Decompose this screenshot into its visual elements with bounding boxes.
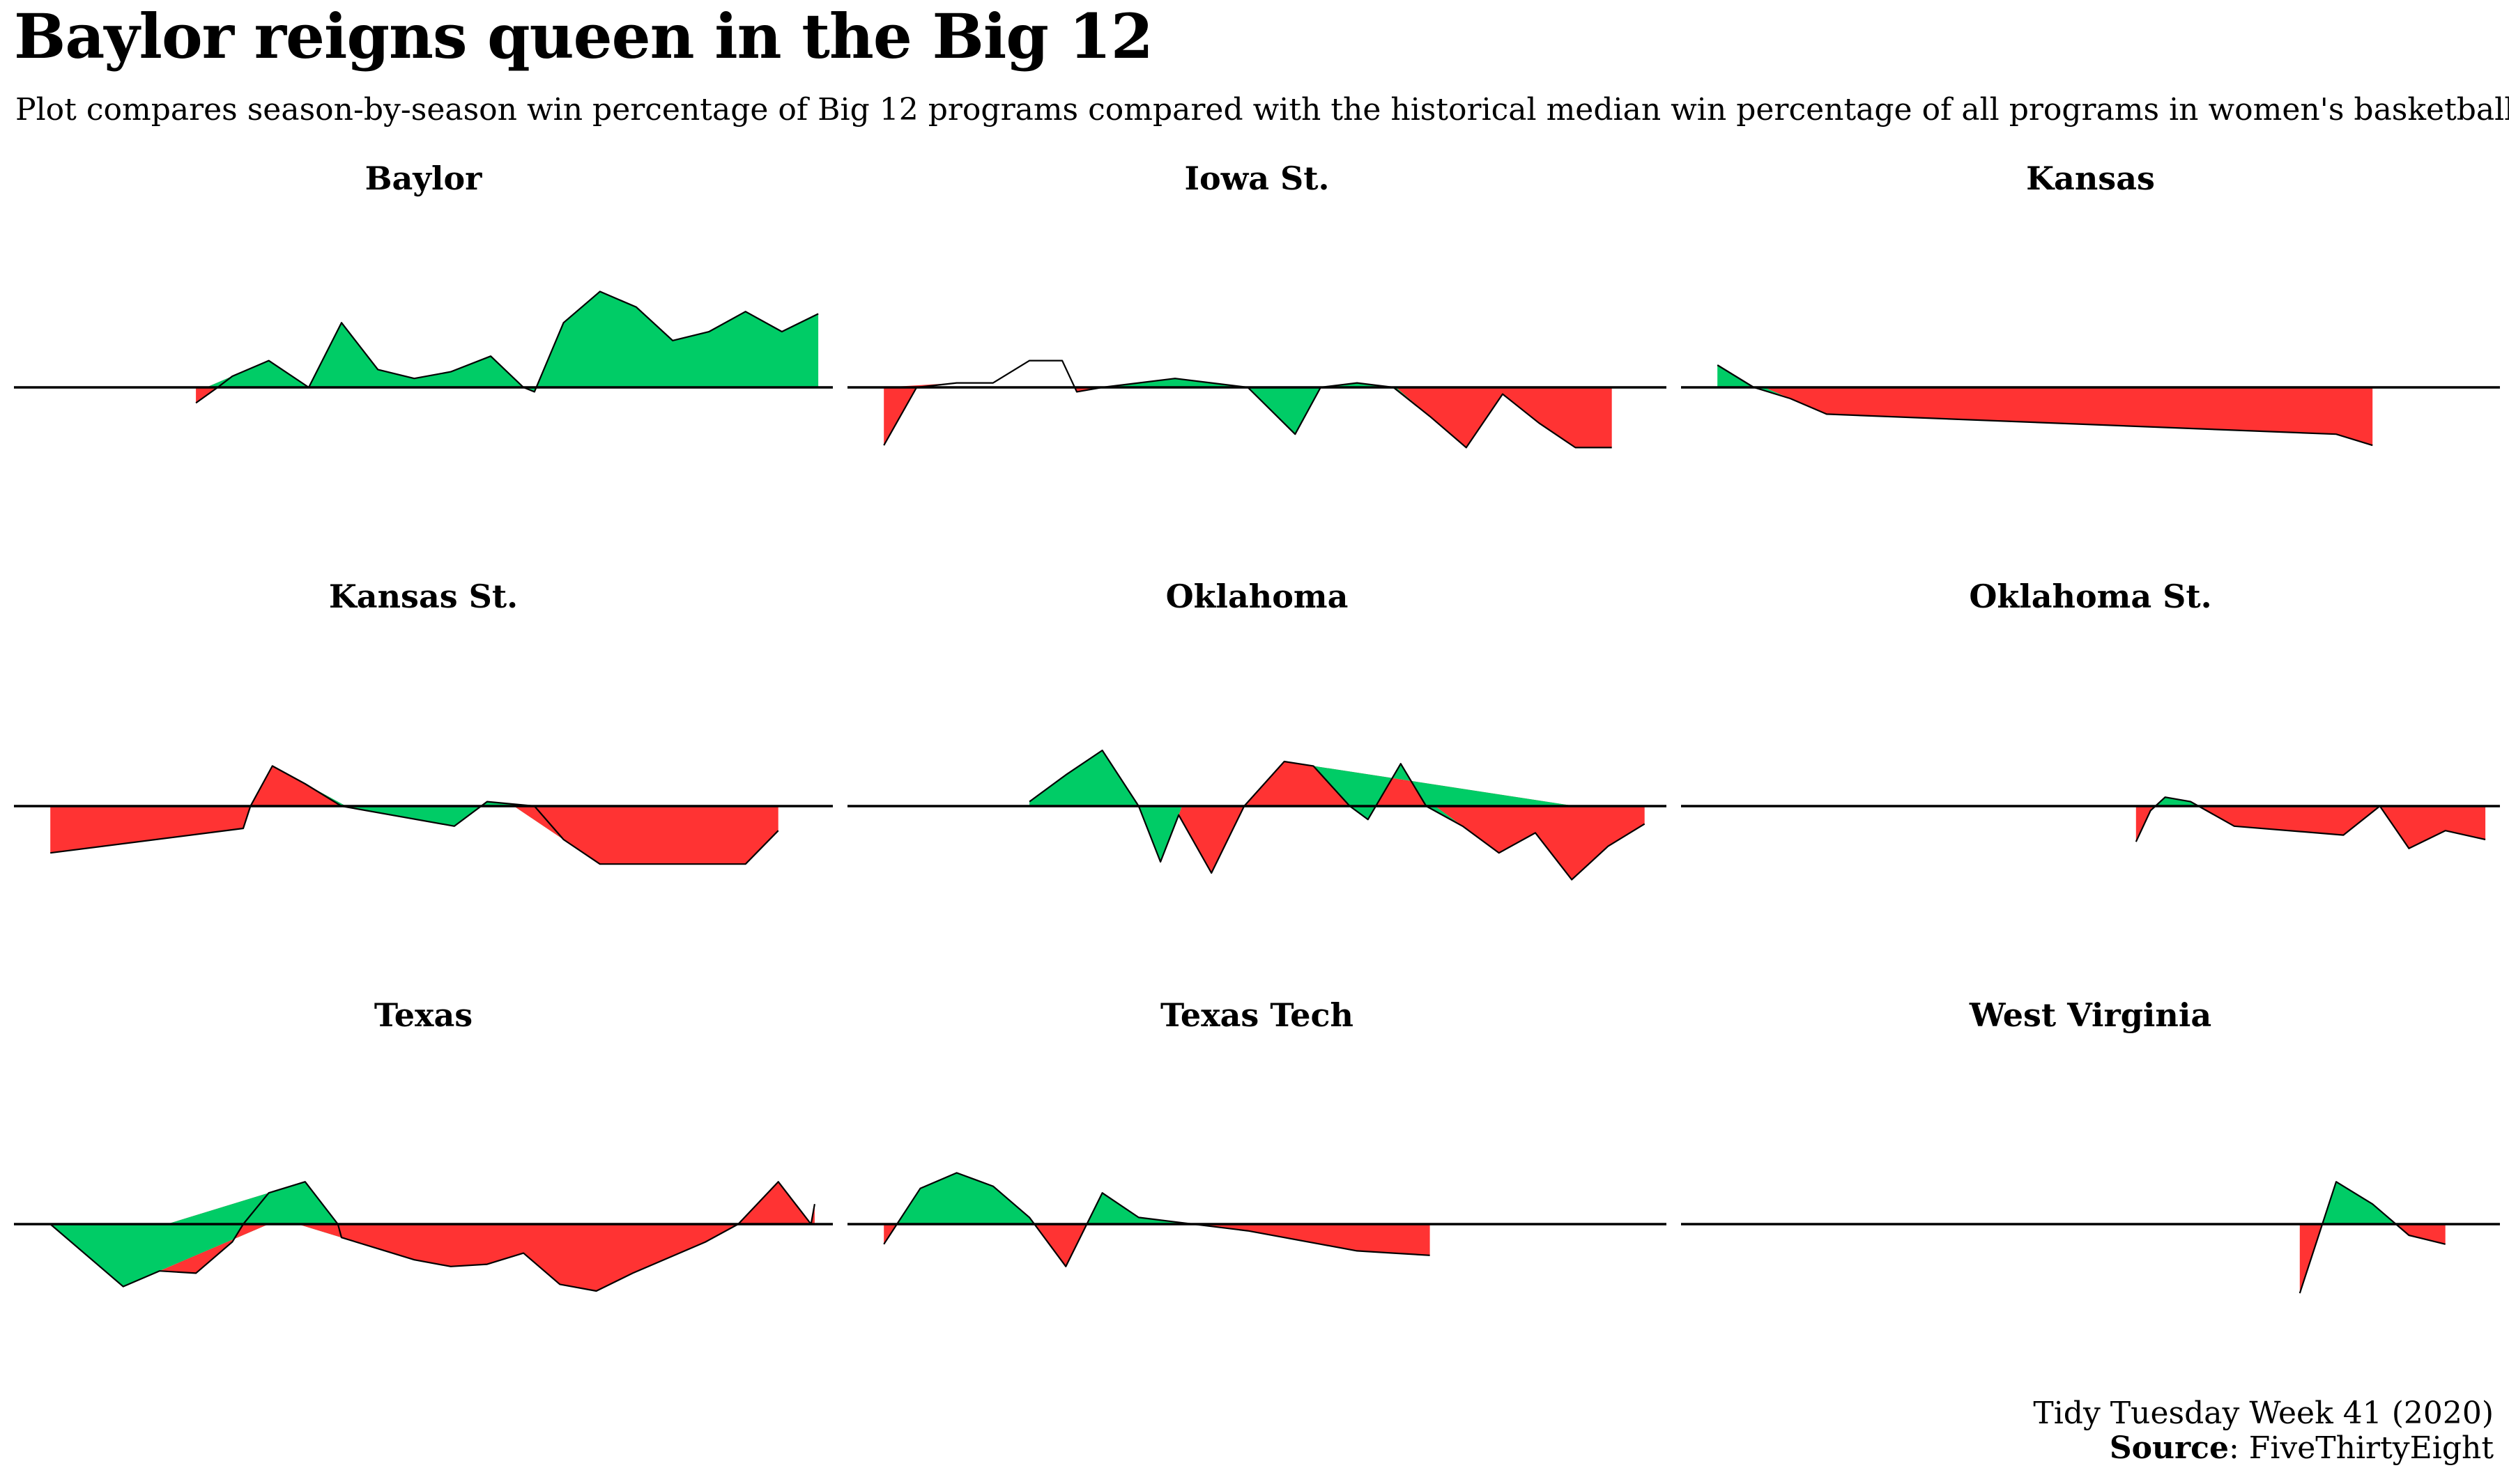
facet-kansas: Kansas [1681,160,2500,447]
area-above-median [1313,764,1576,826]
area-below-median [1179,762,1576,873]
area-below-median [514,806,778,865]
facet-title: West Virginia [1969,996,2211,1034]
area-below-median [1034,1224,1087,1267]
area-above-median [1087,1193,1194,1224]
area-below-median [50,766,346,853]
area-above-median [2155,797,2199,806]
area-above-median [305,784,564,840]
series-line [1029,749,1645,881]
chart-title: Baylor reigns queen in the Big 12 [14,0,1153,72]
facet-title: Oklahoma St. [1969,578,2211,615]
series-line [883,360,1612,449]
area-below-median [1193,1224,1430,1255]
area-below-median [2198,806,2486,849]
series-line [195,291,819,404]
area-above-median [50,1224,269,1287]
chart-subtitle: Plot compares season-by-season win perce… [15,92,2509,127]
facet-texas: Texas [14,996,833,1292]
caption-line: Tidy Tuesday Week 41 (2020) [2033,1396,2494,1431]
facet-title: Kansas St. [329,578,518,615]
area-below-median [1435,806,1645,880]
area-above-median [1717,365,1790,399]
facet-title: Baylor [365,160,483,197]
series-line [49,1181,815,1292]
source-label: Source [2109,1430,2229,1466]
area-below-median [884,382,957,446]
area-below-median [298,1182,815,1291]
facet-kansas-st: Kansas St. [14,578,833,865]
caption: Tidy Tuesday Week 41 (2020) Source: Five… [2033,1396,2494,1466]
facet-texas-tech: Texas Tech [847,996,1666,1267]
series-line [2299,1181,2446,1294]
facet-oklahoma-st: Oklahoma St. [1681,578,2500,849]
area-below-median [1764,387,2373,446]
facet-title: Kansas [2026,160,2155,197]
source-line: Source: FiveThirtyEight [2033,1431,2494,1466]
area-above-median [2322,1182,2396,1224]
facet-title: Texas [374,996,473,1034]
series-line [1717,364,2373,447]
facet-iowa-st: Iowa St. [847,160,1666,449]
facet-title: Oklahoma [1166,578,1349,615]
facet-west-virginia: West Virginia [1681,996,2500,1294]
area-below-median [1396,387,1612,448]
series-line [883,1172,1430,1267]
facet-baylor: Baylor [14,160,833,404]
area-above-median [897,1173,1035,1224]
area-below-median [2395,1224,2446,1244]
area-above-median [206,291,819,392]
facet-title: Iowa St. [1184,160,1329,197]
facet-oklahoma: Oklahoma [847,578,1666,881]
source-text: : FiveThirtyEight [2228,1430,2494,1466]
facet-title: Texas Tech [1160,996,1353,1034]
area-below-median [2135,806,2156,842]
series-line [2135,796,2486,849]
